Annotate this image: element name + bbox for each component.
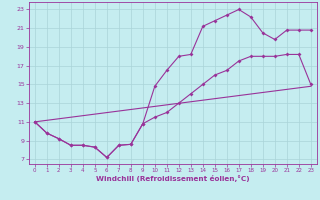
- X-axis label: Windchill (Refroidissement éolien,°C): Windchill (Refroidissement éolien,°C): [96, 175, 250, 182]
